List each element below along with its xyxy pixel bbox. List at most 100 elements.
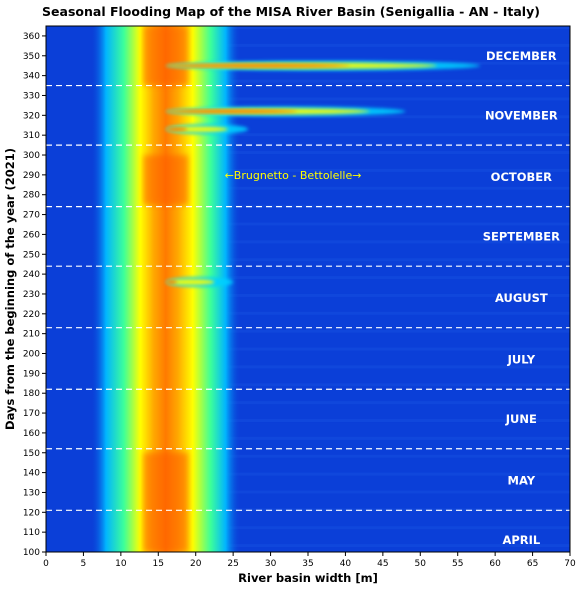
texture-band — [225, 79, 570, 83]
y-tick-label: 110 — [23, 528, 40, 538]
month-labels: APRIL MAY JUNE JULY AUGUST SEPTEMBER OCTOBER NO… — [483, 49, 560, 547]
texture-band — [225, 365, 570, 369]
texture-band — [225, 240, 570, 244]
y-tick-label: 190 — [23, 369, 40, 379]
texture-band — [225, 436, 570, 440]
texture-band — [225, 544, 570, 548]
month-label: NOVEMBER — [485, 108, 558, 122]
x-tick-label: 0 — [43, 559, 49, 569]
texture-band — [225, 26, 570, 29]
x-tick-label: 30 — [265, 559, 277, 569]
texture-band — [225, 383, 570, 387]
texture-band — [225, 293, 570, 297]
y-tick-label: 320 — [23, 111, 40, 121]
y-tick-label: 180 — [23, 389, 40, 399]
flood-event-peak — [165, 109, 298, 113]
y-axis-label: Days from the beginning of the year (202… — [3, 148, 17, 430]
flood-event — [165, 124, 249, 135]
flood-event — [165, 106, 406, 117]
month-label: SEPTEMBER — [483, 229, 560, 243]
texture-band — [225, 43, 570, 47]
texture-band — [225, 347, 570, 351]
month-label: DECEMBER — [486, 49, 557, 63]
y-tick-label: 160 — [23, 429, 40, 439]
x-tick-label: 40 — [340, 559, 352, 569]
x-tick-label: 20 — [190, 559, 202, 569]
month-boundaries — [46, 84, 570, 511]
month-label: MAY — [508, 474, 536, 488]
x-tick-label: 65 — [527, 559, 538, 569]
y-tick-label: 100 — [23, 548, 40, 558]
x-tick-label: 60 — [489, 559, 501, 569]
texture-band — [225, 186, 570, 190]
y-tick-label: 340 — [23, 72, 40, 82]
month-label: AUGUST — [495, 291, 548, 305]
texture-band — [225, 472, 570, 476]
channel-peak-zone — [143, 452, 189, 552]
texture-band — [225, 329, 570, 333]
y-axis-ticks: 100 110 120 130 140 150 160 170 180 190 200 210 220 2… — [23, 32, 46, 558]
x-tick-label: 35 — [302, 559, 313, 569]
x-tick-label: 70 — [564, 559, 576, 569]
chart-title: Seasonal Flooding Map of the MISA River … — [42, 4, 540, 19]
y-tick-label: 240 — [23, 270, 40, 280]
flood-event — [165, 277, 234, 288]
y-tick-label: 360 — [23, 32, 40, 42]
y-tick-label: 260 — [23, 230, 40, 240]
x-tick-label: 10 — [115, 559, 127, 569]
channel-peak-zone — [143, 26, 189, 86]
y-tick-label: 280 — [23, 191, 40, 201]
flood-event — [165, 60, 481, 71]
texture-band — [225, 401, 570, 405]
x-tick-label: 55 — [452, 559, 463, 569]
texture-band — [225, 133, 570, 137]
y-tick-label: 300 — [23, 151, 40, 161]
y-tick-label: 210 — [23, 330, 40, 340]
x-tick-label: 15 — [153, 559, 164, 569]
month-label: JULY — [507, 352, 536, 366]
texture-band — [225, 276, 570, 280]
texture-band — [225, 454, 570, 458]
texture-band — [225, 419, 570, 423]
texture-band — [225, 97, 570, 101]
y-tick-label: 350 — [23, 52, 40, 62]
y-tick-label: 290 — [23, 171, 40, 181]
x-tick-label: 45 — [377, 559, 388, 569]
y-tick-label: 330 — [23, 91, 40, 101]
month-label: OCTOBER — [491, 170, 552, 184]
channel-peak-zone — [143, 155, 189, 205]
plot-area: APRIL MAY JUNE JULY AUGUST SEPTEMBER OCTOBER NO… — [46, 26, 570, 552]
background-texture — [225, 26, 570, 548]
annotation-brugnetto-bettolelle: ←Brugnetto - Bettolelle→ — [225, 169, 362, 182]
x-tick-label: 25 — [227, 559, 238, 569]
texture-band — [225, 222, 570, 226]
river-channel — [90, 26, 241, 552]
x-tick-label: 5 — [81, 559, 87, 569]
flood-event-core — [165, 279, 215, 286]
y-tick-label: 170 — [23, 409, 40, 419]
y-tick-label: 150 — [23, 449, 40, 459]
texture-band — [225, 168, 570, 172]
y-tick-label: 230 — [23, 290, 40, 300]
y-tick-label: 120 — [23, 508, 40, 518]
y-tick-label: 200 — [23, 350, 40, 360]
y-tick-label: 130 — [23, 488, 40, 498]
y-tick-label: 220 — [23, 310, 40, 320]
x-tick-label: 50 — [415, 559, 427, 569]
flood-event-core — [165, 126, 228, 133]
flood-event-peak — [165, 64, 350, 68]
flood-event-peak — [165, 280, 177, 284]
flood-event-peak — [165, 127, 188, 131]
month-label: APRIL — [502, 533, 540, 547]
texture-band — [225, 311, 570, 315]
y-tick-label: 310 — [23, 131, 40, 141]
y-tick-label: 270 — [23, 211, 40, 221]
x-axis-ticks: 0 5 10 15 20 25 30 35 40 45 50 55 60 65 70 — [43, 552, 576, 569]
y-tick-label: 250 — [23, 250, 40, 260]
texture-band — [225, 490, 570, 494]
texture-band — [225, 526, 570, 530]
y-tick-label: 140 — [23, 469, 40, 479]
texture-band — [225, 151, 570, 155]
month-label: JUNE — [505, 412, 537, 426]
